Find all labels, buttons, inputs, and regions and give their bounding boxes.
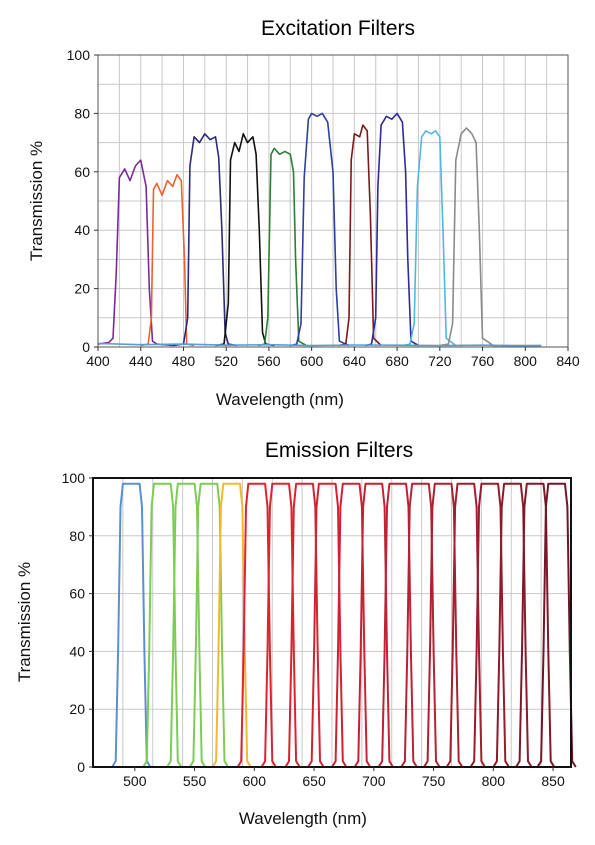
emission-filter-line-16	[469, 482, 510, 768]
y-tick-label: 100	[67, 47, 91, 63]
emission-filter-line-15	[445, 482, 486, 768]
emission-chart: Emission Filters 500 550 600 650 700 750 800 85…	[15, 439, 577, 828]
x-tick-label: 840	[556, 353, 580, 369]
x-tick-label: 800	[514, 353, 538, 369]
excitation-series-line-8	[364, 112, 419, 347]
x-tick-label: 600	[300, 353, 324, 369]
x-tick-label: 650	[302, 773, 326, 789]
y-tick-label: 40	[74, 222, 90, 238]
excitation-series-line-5	[258, 147, 307, 347]
y-tick-label: 0	[82, 339, 90, 355]
emission-series	[111, 482, 577, 768]
x-tick-label: 760	[471, 353, 495, 369]
x-tick-label: 700	[362, 773, 386, 789]
excitation-plot-frame	[97, 54, 569, 348]
x-tick-label: 400	[86, 353, 110, 369]
y-tick-label: 20	[69, 701, 85, 717]
emission-filter-line-8	[284, 482, 325, 768]
emission-filter-line-9	[307, 482, 348, 768]
emission-filter-line-7	[260, 482, 301, 768]
x-tick-label: 850	[541, 773, 565, 789]
x-tick-label: 440	[129, 353, 153, 369]
excitation-series-line-10	[439, 127, 542, 347]
excitation-series-line-11	[97, 342, 542, 347]
excitation-series-line-1	[97, 159, 173, 347]
emission-filter-line-18	[515, 482, 556, 768]
y-tick-label: 20	[74, 281, 90, 297]
emission-filter-line-12	[377, 482, 418, 768]
emission-filter-line-5	[211, 482, 252, 768]
excitation-series-line-2	[140, 173, 195, 347]
y-tick-label: 0	[77, 759, 85, 775]
emission-y-ticks: 0 20 40 60 80 100	[62, 470, 93, 775]
x-tick-label: 600	[243, 773, 267, 789]
x-tick-label: 800	[482, 773, 506, 789]
emission-filter-line-4	[188, 482, 229, 768]
y-tick-label: 80	[69, 528, 85, 544]
emission-x-axis-label: Wavelength	[239, 809, 328, 828]
excitation-series-line-6	[290, 112, 350, 347]
x-tick-label: 480	[172, 353, 196, 369]
emission-title: Emission Filters	[265, 439, 413, 462]
excitation-series-line-7	[338, 124, 382, 347]
excitation-series-line-4	[215, 133, 275, 347]
excitation-y-ticks: 0 20 40 60 80 100	[67, 47, 98, 355]
emission-filter-line-10	[331, 482, 372, 768]
x-tick-label: 750	[422, 773, 446, 789]
emission-filter-line-6	[236, 482, 277, 768]
y-tick-label: 60	[74, 164, 90, 180]
excitation-x-axis-label: Wavelength	[216, 390, 305, 409]
excitation-x-ticks: 400 440 480 520 560 600 640 680 720 760 800 840	[86, 347, 580, 369]
x-tick-label: 720	[428, 353, 452, 369]
excitation-x-axis-unit: (nm)	[309, 390, 344, 409]
emission-y-axis-label: Transmission %	[15, 562, 34, 682]
excitation-series-line-9	[402, 130, 457, 347]
emission-plot-frame	[92, 477, 572, 768]
excitation-series-line-3	[172, 133, 238, 347]
y-tick-label: 60	[69, 586, 85, 602]
emission-filter-line-17	[492, 482, 533, 768]
x-tick-label: 640	[343, 353, 367, 369]
y-tick-label: 40	[69, 643, 85, 659]
emission-filter-line-13	[400, 482, 441, 768]
y-tick-label: 100	[62, 470, 86, 486]
excitation-grid	[98, 55, 568, 347]
emission-filter-line-3	[166, 482, 207, 768]
x-tick-label: 500	[123, 773, 147, 789]
x-tick-label: 680	[385, 353, 409, 369]
x-tick-label: 560	[257, 353, 281, 369]
emission-filter-line-2	[142, 482, 183, 768]
emission-filter-line-11	[353, 482, 394, 768]
excitation-chart: Excitation Filters 400 440 480 520 560 600 640…	[27, 17, 580, 409]
x-tick-label: 550	[183, 773, 207, 789]
excitation-y-axis-label: Transmission %	[27, 141, 46, 261]
emission-x-ticks: 500 550 600 650 700 750 800 850	[123, 767, 565, 789]
x-tick-label: 520	[215, 353, 239, 369]
emission-filter-line-1	[111, 482, 152, 768]
emission-filter-line-14	[423, 482, 464, 768]
excitation-title: Excitation Filters	[261, 17, 415, 40]
emission-x-axis-unit: (nm)	[332, 809, 367, 828]
y-tick-label: 80	[74, 105, 90, 121]
excitation-series	[97, 112, 542, 347]
